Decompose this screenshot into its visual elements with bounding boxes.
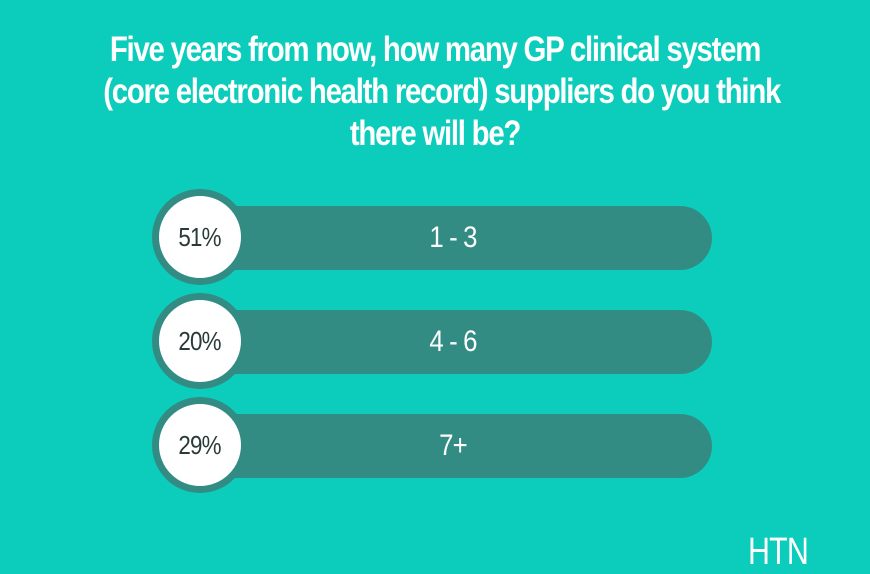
title-line: there will be? (349, 114, 521, 154)
answer-label-1: 1 - 3 (429, 221, 477, 254)
answer-row-3: 7+ 29% (152, 397, 714, 493)
answer-bar-1 (184, 206, 712, 270)
percent-badge-3: 29% (152, 397, 248, 493)
chart-title: Five years from now, how many GP clinica… (103, 29, 781, 155)
percent-value-1: 51% (178, 222, 222, 252)
answer-label-2: 4 - 6 (429, 325, 477, 358)
htn-logo: HTN (748, 531, 809, 573)
answer-row-2: 4 - 6 20% (152, 293, 714, 389)
percent-badge-2: 20% (152, 293, 248, 389)
title-line: (core electronic health record) supplier… (103, 72, 781, 112)
percent-value-2: 20% (178, 326, 222, 356)
answer-label-3: 7+ (439, 429, 468, 462)
answer-row-1: 1 - 3 51% (152, 189, 714, 285)
percent-value-3: 29% (178, 430, 222, 460)
percent-badge-1: 51% (152, 189, 248, 285)
answer-bar-3 (184, 414, 712, 478)
answer-bar-2 (184, 310, 712, 374)
title-line: Five years from now, how many GP clinica… (109, 30, 762, 70)
